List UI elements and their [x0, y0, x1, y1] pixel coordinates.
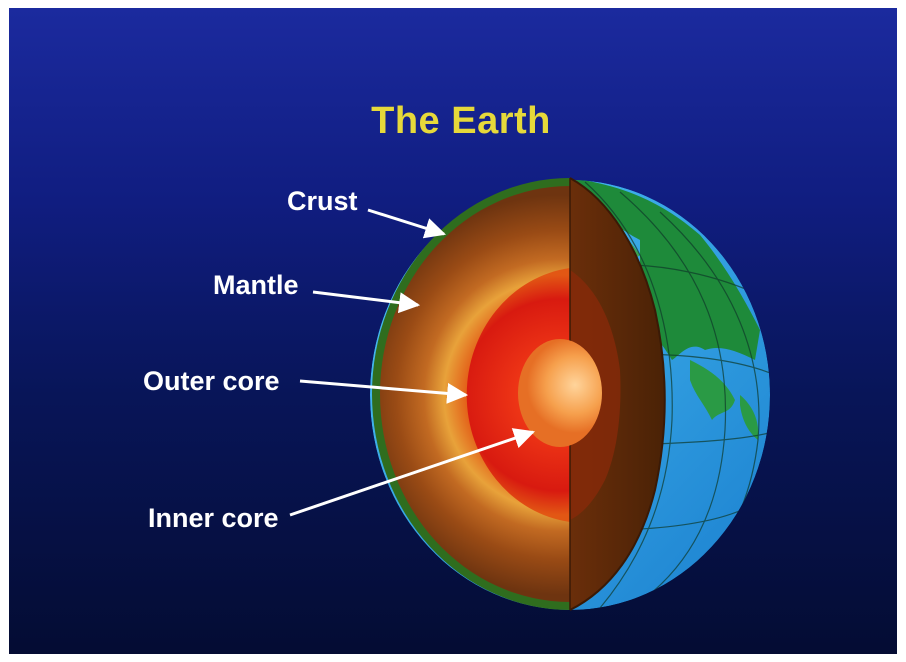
diagram-title: The Earth [371, 100, 551, 142]
label-mantle: Mantle [213, 270, 299, 300]
land-mass [740, 395, 759, 440]
land-mass [690, 360, 735, 420]
cut-face [569, 177, 666, 611]
crust-arrow [367, 208, 447, 239]
outer-core-arrow [299, 379, 469, 404]
mantle-arrow [312, 290, 421, 314]
inner-core-arrow [289, 428, 535, 517]
label-inner-core: Inner core [148, 503, 279, 533]
cross-section [372, 178, 570, 610]
label-crust: Crust [287, 186, 358, 216]
inner-core [518, 339, 602, 447]
label-outer-core: Outer core [143, 366, 280, 396]
pointer-arrows [289, 208, 535, 517]
